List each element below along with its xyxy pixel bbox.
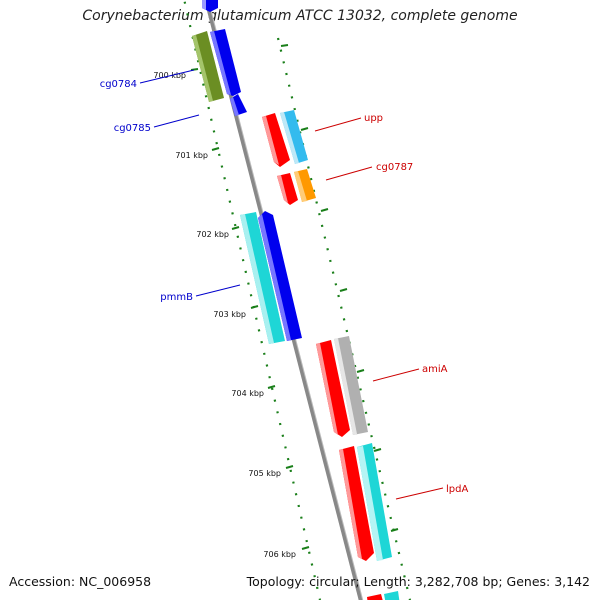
gene-cg0785[interactable] xyxy=(230,94,247,116)
tick-label-702: 702 kbp xyxy=(196,230,229,239)
tick-label-706: 706 kbp xyxy=(263,550,296,559)
gene-red-lpdA[interactable] xyxy=(339,446,374,561)
inner-dotted-ruler xyxy=(183,0,322,600)
gene-pmmB[interactable] xyxy=(240,212,285,344)
genome-stats: Topology: circular; Length: 3,282,708 bp… xyxy=(247,574,590,589)
tick-705: 705 kbp xyxy=(248,465,294,478)
label-cg0787[interactable]: cg0787 xyxy=(325,162,413,181)
label-amiA[interactable]: amiA xyxy=(372,364,448,382)
label-lpdA[interactable]: lpdA xyxy=(395,484,468,500)
outer-ruler-ticks xyxy=(280,44,399,532)
outer-strand-genes xyxy=(262,110,400,600)
stats-separator: ; xyxy=(355,574,364,589)
label-upp[interactable]: upp xyxy=(314,113,383,132)
tick-label-703: 703 kbp xyxy=(213,310,246,319)
genome-title: Corynebacterium glutamicum ATCC 13032, c… xyxy=(82,8,518,24)
tick-701: 701 kbp xyxy=(175,147,220,160)
gene-block-top[interactable] xyxy=(202,0,218,12)
tick-706: 706 kbp xyxy=(263,546,310,559)
tick-704: 704 kbp xyxy=(231,385,276,398)
label-cg0784[interactable]: cg0784 xyxy=(100,69,195,90)
gene-skyblue-upp[interactable] xyxy=(280,110,308,164)
label-text-lpdA: lpdA xyxy=(446,484,468,495)
tick-label-701: 701 kbp xyxy=(175,151,208,160)
tick-703: 703 kbp xyxy=(213,305,259,319)
genes-count-text: Genes: 3,142 xyxy=(506,574,590,589)
tick-label-704: 704 kbp xyxy=(231,389,264,398)
label-text-cg0785: cg0785 xyxy=(114,123,151,134)
inner-strand-genes xyxy=(192,0,302,344)
tick-702: 702 kbp xyxy=(196,226,240,239)
gene-cg0787[interactable] xyxy=(294,169,316,202)
gene-red-cg0787[interactable] xyxy=(277,173,298,205)
label-text-cg0784: cg0784 xyxy=(100,79,137,90)
gene-lpdA[interactable] xyxy=(357,443,392,561)
gene-block-bottom[interactable] xyxy=(367,591,400,600)
gene-red-amiA[interactable] xyxy=(316,340,350,437)
accession-info: Accession: NC_006958 xyxy=(9,574,152,589)
label-text-amiA: amiA xyxy=(422,364,448,375)
label-pmmB[interactable]: pmmB xyxy=(160,284,241,303)
tick-label-705: 705 kbp xyxy=(248,469,281,478)
topology-text: Topology: circular xyxy=(246,574,356,589)
gene-cg0784[interactable] xyxy=(192,31,224,102)
right-gene-labels: upp cg0787 amiA lpdA xyxy=(314,113,468,500)
gene-blue-mid[interactable] xyxy=(258,211,302,341)
left-gene-labels: cg0784 cg0785 pmmB xyxy=(100,69,241,303)
gene-amiA[interactable] xyxy=(334,336,368,435)
length-text: Length: 3,282,708 bp xyxy=(363,574,499,589)
stats-separator: ; xyxy=(498,574,507,589)
label-text-upp: upp xyxy=(364,113,383,124)
gene-upp[interactable] xyxy=(262,113,290,167)
label-text-cg0787: cg0787 xyxy=(376,162,413,173)
label-cg0785[interactable]: cg0785 xyxy=(114,114,200,134)
label-text-pmmB: pmmB xyxy=(160,292,193,303)
gene-blue-upper[interactable] xyxy=(210,29,241,96)
